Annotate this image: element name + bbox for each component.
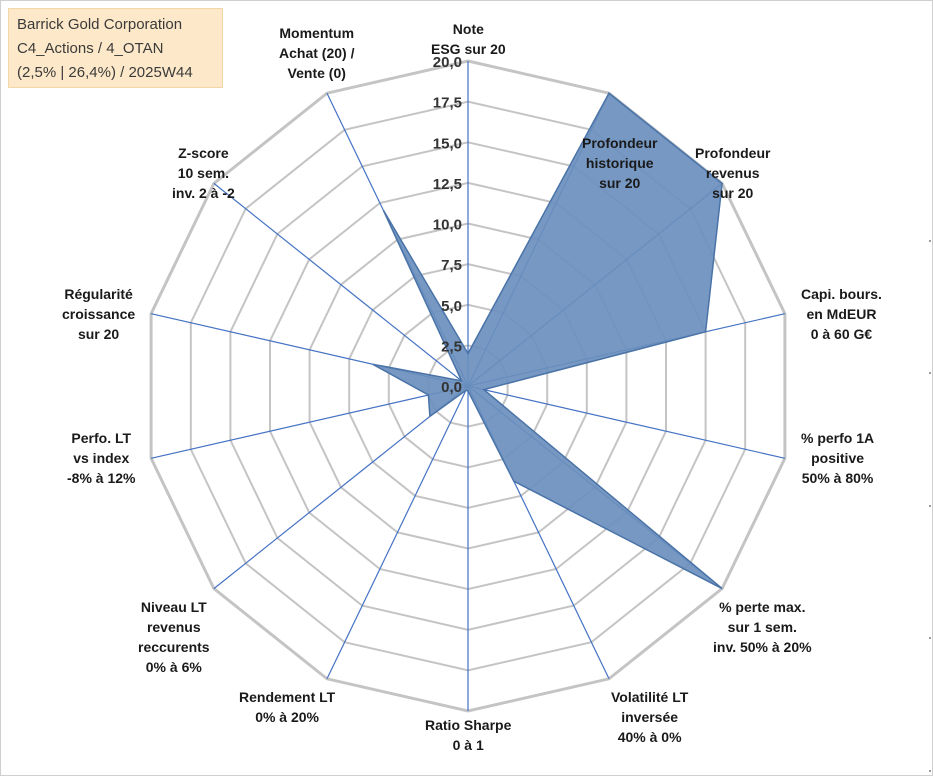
scale-tick-label: 5,0 (441, 298, 462, 315)
axis-label-line: Niveau LT (140, 599, 207, 615)
axis-label-line: inv. 50% à 20% (713, 639, 812, 655)
axis-label: Niveau LT revenus reccurents 0% à 6% (138, 597, 210, 677)
axis-label-line: Z-score (178, 145, 229, 161)
axis-label-line: Momentum (279, 25, 355, 41)
axis-label-line: 0 à 1 (452, 737, 484, 753)
axis-label-line: historique (585, 155, 654, 171)
portfolio-stats: (2,5% | 26,4%) / 2025W44 (17, 64, 193, 81)
radar-scale: 0,0 2,5 5,0 7,5 10,0 12,5 15,0 17,5 20,0 (433, 54, 462, 396)
axis-label-line: 40% à 0% (617, 729, 682, 745)
axis-label-line: Achat (20) / (279, 45, 355, 61)
axis-label: Momentum Achat (20) / Vente (0) (279, 23, 354, 83)
axis-label-line: Ratio Sharpe (425, 717, 512, 733)
axis-label-line: sur 20 (77, 326, 120, 342)
axis-label-line: revenus (146, 619, 201, 635)
scale-tick-label: 7,5 (441, 257, 462, 274)
scale-tick-label: 10,0 (433, 217, 462, 234)
axis-label-line: Rendement LT (239, 689, 336, 705)
axis-label: Ratio Sharpe 0 à 1 (425, 715, 511, 755)
scale-tick-label: 15,0 (433, 135, 462, 152)
axis-label: Note ESG sur 20 (431, 19, 506, 59)
axis-label-line: % perte max. (719, 599, 806, 615)
axis-spoke (467, 385, 786, 459)
scale-tick-label: 20,0 (433, 54, 462, 71)
axis-label-line: vs index (73, 450, 130, 466)
edge-tick (929, 240, 931, 242)
axis-label-line: Régularité (64, 286, 133, 302)
axis-label-line: inversée (621, 709, 679, 725)
axis-label-line: 0 à 60 G€ (810, 326, 873, 342)
axis-label-line: inv. 2 à -2 (172, 185, 235, 201)
axis-label-line: positive (811, 450, 865, 466)
axis-label-line: en MdEUR (806, 306, 877, 322)
company-name: Barrick Gold Corporation (17, 16, 183, 33)
axis-label-line: Vente (0) (287, 65, 346, 81)
axis-label: Rendement LT 0% à 20% (239, 687, 335, 727)
axis-label: Volatilité LT inversée 40% à 0% (611, 687, 688, 747)
axis-label: Régularité croissance sur 20 (62, 284, 135, 344)
axis-label: Profondeur revenus sur 20 (695, 143, 770, 203)
axis-label-line: Volatilité LT (611, 689, 689, 705)
axis-label: Perfo. LT vs index -8% à 12% (67, 428, 135, 488)
edge-tick (929, 637, 931, 639)
axis-label-line: ESG sur 20 (431, 41, 506, 57)
axis-spoke (150, 385, 469, 459)
scale-tick-label: 17,5 (433, 95, 462, 112)
axis-spoke (213, 182, 469, 387)
title-box: Barrick Gold Corporation C4_Actions / 4_… (8, 8, 223, 88)
axis-label: % perte max. sur 1 sem. inv. 50% à 20% (713, 597, 812, 657)
axis-label-line: reccurents (138, 639, 210, 655)
scale-tick-label: 0,0 (441, 379, 462, 396)
axis-label-line: Perfo. LT (71, 430, 132, 446)
axis-label-line: Profondeur (695, 145, 771, 161)
scale-tick-label: 12,5 (433, 176, 462, 193)
axis-label-line: sur 1 sem. (727, 619, 797, 635)
edge-tick (929, 770, 931, 772)
axis-label-line: -8% à 12% (67, 470, 136, 486)
portfolio-name: C4_Actions / 4_OTAN (17, 40, 164, 57)
axis-spoke (213, 385, 469, 590)
axis-label-line: sur 20 (599, 175, 641, 191)
scale-tick-label: 2,5 (441, 338, 462, 355)
axis-label-line: Profondeur (582, 135, 658, 151)
axis-label-line: sur 20 (712, 185, 754, 201)
edge-tick (929, 505, 931, 507)
axis-label-line: 0% à 6% (145, 659, 202, 675)
axis-label-line: Note (452, 21, 484, 37)
axis-label: % perfo 1A positive 50% à 80% (801, 428, 874, 488)
edge-tick (929, 372, 931, 374)
axis-label: Profondeur historique sur 20 (582, 133, 657, 193)
series-area (372, 92, 723, 590)
axis-label-line: % perfo 1A (801, 430, 875, 446)
axis-spoke (326, 385, 469, 680)
axis-label: Capi. bours. en MdEUR 0 à 60 G€ (801, 284, 882, 344)
axis-label-line: 0% à 20% (255, 709, 320, 725)
axis-label-line: Capi. bours. (801, 286, 882, 302)
axis-label: Z-score 10 sem. inv. 2 à -2 (172, 143, 235, 203)
axis-label-line: revenus (705, 165, 760, 181)
radar-series (372, 92, 723, 590)
axis-label-line: 10 sem. (177, 165, 230, 181)
axis-label-line: 50% à 80% (801, 470, 874, 486)
axis-label-line: croissance (62, 306, 136, 322)
